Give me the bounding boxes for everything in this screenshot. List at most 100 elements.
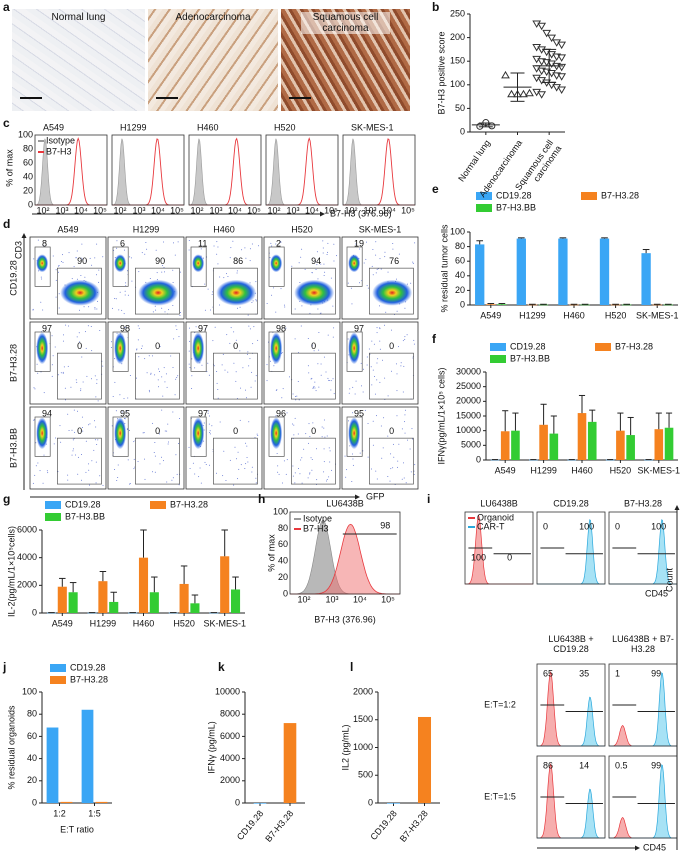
event-dot [63,366,65,368]
event-dot [102,365,104,367]
x-axis-label: B7-H3 (376.96) [330,208,392,218]
event-dot [137,325,139,327]
row-label: CD19.28 [8,260,18,296]
bar [475,244,485,305]
event-dot [398,253,400,255]
bar [516,238,526,305]
event-dot [266,380,268,382]
event-dot [213,365,215,367]
event-dot [159,463,161,465]
event-dot [177,241,179,243]
image-caption: Normal lung [51,12,106,23]
plot-frame [185,406,263,490]
event-dot [205,328,207,330]
event-dot [327,377,329,379]
x-tick-label: 10⁴ [382,205,396,215]
event-dot [376,362,378,364]
event-dot [55,296,57,298]
event-dot [166,430,168,432]
x-tick-label: 1:5 [88,808,101,818]
gate-percent: 0 [389,341,394,351]
plot-frame [342,134,416,206]
event-dot [363,368,365,370]
event-dot [124,294,126,296]
y-tick-label: 0 [235,797,240,807]
x-tick-label: 10² [267,205,280,215]
event-dot [79,309,81,311]
event-dot [123,398,125,400]
y-tick-label: 60 [23,157,33,167]
y-tick-label: 100 [450,226,465,236]
event-dot [138,271,140,273]
gate-percent: 35 [579,668,589,678]
event-dot [347,282,349,284]
event-dot [235,371,237,373]
event-dot [237,451,239,453]
gate-percent: 0 [77,341,82,351]
event-dot [36,363,38,365]
event-dot [291,265,293,267]
event-dot [163,367,165,369]
y-tick-label: 0 [460,126,465,136]
y-tick-label: 20 [27,775,37,785]
event-dot [254,380,256,382]
legend-swatch [150,501,166,509]
event-dot [375,415,377,417]
event-dot [398,443,400,445]
event-dot [266,303,268,305]
event-dot [245,389,247,391]
event-dot [324,271,326,273]
histology-image: Adenocarcinoma [148,9,278,111]
plot-frame [464,511,534,585]
event-dot [371,384,373,386]
x-tick-label: 10² [36,205,49,215]
event-dot [370,366,372,368]
event-dot [58,265,60,267]
event-dot [316,264,318,266]
event-dot [297,433,299,435]
event-dot [294,417,296,419]
y-axis-label: IL2 (pg/mL) [340,724,350,770]
data-point [557,73,567,81]
y-tick-label: 10000 [456,425,481,435]
event-dot [379,258,381,260]
event-dot [114,469,116,471]
y-tick-label: 250 [450,8,465,18]
x-tick-label: H1299 [519,310,546,320]
x-tick-label: 10³ [286,205,299,215]
event-dot [124,418,126,420]
event-dot [307,365,309,367]
event-dot [79,341,81,343]
legend-swatch [50,664,66,672]
x-tick-label: B7-H3.28 [263,808,295,844]
arrow-head [635,845,640,851]
event-dot [72,439,74,441]
event-dot [233,484,235,486]
event-dot [244,247,246,249]
event-dot [93,420,95,422]
y-axis-label: % residual tumor cells [439,224,449,313]
event-dot [52,255,54,257]
sample-title: H460 [197,122,219,132]
event-dot [180,271,182,273]
density-blob [114,332,127,365]
event-dot [297,381,299,383]
event-dot [316,448,318,450]
event-dot [329,461,331,463]
plot-frame [536,511,606,585]
plot-frame [111,134,185,206]
event-dot [117,477,119,479]
event-dot [333,327,335,329]
event-dot [88,463,90,465]
event-dot [311,345,313,347]
event-dot [253,326,255,328]
y-tick-label: 1000 [353,742,373,752]
event-dot [34,474,36,476]
event-dot [366,356,368,358]
event-dot [125,282,127,284]
legend-label: B7-H3.BB [65,511,105,521]
event-dot [390,370,392,372]
event-dot [153,452,155,454]
event-dot [249,260,251,262]
bar [98,581,108,613]
